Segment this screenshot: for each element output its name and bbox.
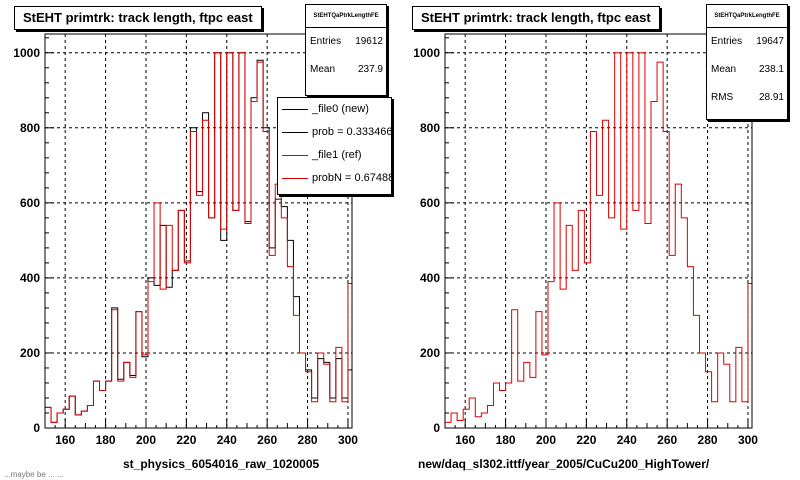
y-tick-label: 400 bbox=[20, 271, 40, 285]
legend-text: _file1 (ref) bbox=[312, 149, 362, 161]
legend-swatch bbox=[282, 109, 308, 110]
ghost-text: ...maybe be ... ... bbox=[4, 470, 64, 479]
left-stats-entries-value: 19612 bbox=[355, 36, 383, 47]
x-tick-label: 180 bbox=[96, 433, 116, 447]
y-tick-label: 600 bbox=[20, 196, 40, 210]
legend-row: probN = 0.674887 bbox=[278, 167, 391, 190]
legend-text: _file0 (new) bbox=[312, 103, 369, 115]
histogram-series bbox=[444, 52, 752, 428]
legend-swatch bbox=[282, 132, 308, 133]
x-tick-label: 260 bbox=[657, 433, 677, 447]
x-tick-label: 220 bbox=[576, 433, 596, 447]
right-stats-entries-value: 19647 bbox=[756, 36, 784, 47]
legend-text: prob = 0.333466 bbox=[312, 126, 392, 138]
legend-row: prob = 0.333466 bbox=[278, 121, 391, 144]
left-plot: 160 180 200 220 240 260 280 300 0 200 400 600 800 100… bbox=[13, 33, 358, 447]
plot-frame bbox=[444, 33, 753, 429]
right-x-label: new/daq_sl302.ittf/year_2005/CuCu200_Hig… bbox=[418, 457, 710, 471]
x-tick-label: 240 bbox=[617, 433, 637, 447]
left-stats-name: StEHTQaPtrkLengthFE bbox=[306, 5, 386, 28]
right-stats-rms-value: 28.91 bbox=[758, 92, 784, 103]
right-stats-box: StEHTQaPtrkLengthFE Entries 19647 Mean 2… bbox=[706, 4, 788, 120]
x-tick-label: 160 bbox=[455, 433, 475, 447]
y-tick-label: 600 bbox=[420, 196, 440, 210]
x-tick-label: 180 bbox=[496, 433, 516, 447]
left-stats-box: StEHTQaPtrkLengthFE Entries 19612 Mean 2… bbox=[305, 4, 387, 96]
right-stats-mean-value: 238.1 bbox=[758, 64, 784, 75]
left-legend: _file0 (new) prob = 0.333466 _file1 (ref… bbox=[277, 97, 392, 195]
legend-row: _file0 (new) bbox=[278, 98, 391, 121]
y-tick-label: 1000 bbox=[13, 46, 40, 60]
x-tick-label: 220 bbox=[176, 433, 196, 447]
y-tick-label: 800 bbox=[20, 121, 40, 135]
legend-swatch bbox=[282, 155, 308, 156]
left-stats-mean-label: Mean bbox=[310, 64, 336, 75]
histogram-series bbox=[44, 52, 352, 428]
right-stats-name: StEHTQaPtrkLengthFE bbox=[707, 5, 787, 28]
x-tick-label: 280 bbox=[298, 433, 318, 447]
x-tick-label: 260 bbox=[257, 433, 277, 447]
right-stats-mean-label: Mean bbox=[711, 64, 737, 75]
legend-row: _file1 (ref) bbox=[278, 144, 391, 167]
y-tick-label: 200 bbox=[420, 346, 440, 360]
legend-swatch bbox=[282, 178, 308, 179]
left-title: StEHT primtrk: track length, ftpc east bbox=[14, 6, 262, 30]
y-tick-label: 800 bbox=[420, 121, 440, 135]
x-tick-label: 240 bbox=[217, 433, 237, 447]
legend-text: probN = 0.674887 bbox=[312, 172, 392, 184]
x-tick-label: 300 bbox=[338, 433, 358, 447]
right-stats-rms-label: RMS bbox=[711, 92, 734, 103]
y-tick-label: 1000 bbox=[413, 46, 440, 60]
x-tick-label: 160 bbox=[55, 433, 75, 447]
x-tick-label: 280 bbox=[698, 433, 718, 447]
plot-frame bbox=[44, 33, 353, 429]
right-title: StEHT primtrk: track length, ftpc east bbox=[412, 6, 660, 30]
left-stats-entries-label: Entries bbox=[310, 36, 342, 47]
right-stats-entries-label: Entries bbox=[711, 36, 743, 47]
left-x-label: st_physics_6054016_raw_1020005 bbox=[123, 457, 320, 471]
y-tick-label: 200 bbox=[20, 346, 40, 360]
y-tick-label: 0 bbox=[33, 421, 40, 435]
right-plot: 160 180 200 220 240 260 280 300 0 200 400 600 800 100… bbox=[413, 33, 758, 447]
x-tick-label: 200 bbox=[536, 433, 556, 447]
x-tick-label: 300 bbox=[738, 433, 758, 447]
y-tick-label: 400 bbox=[420, 271, 440, 285]
x-tick-label: 200 bbox=[136, 433, 156, 447]
y-tick-label: 0 bbox=[433, 421, 440, 435]
left-stats-mean-value: 237.9 bbox=[357, 64, 383, 75]
